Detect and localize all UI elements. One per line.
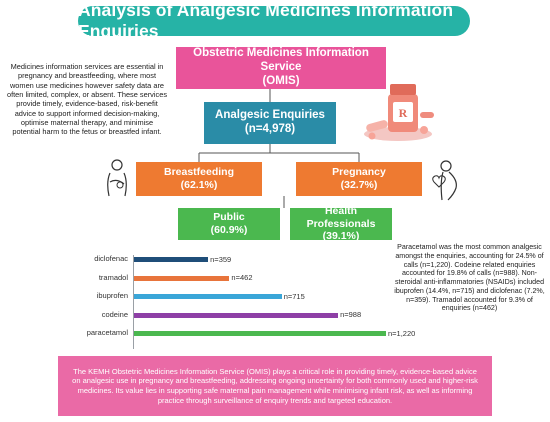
- paracetamol-summary-note: Paracetamol was the most common analgesi…: [394, 243, 545, 313]
- bar-label-codeine: codeine: [101, 309, 128, 319]
- bar-value-codeine: n=988: [340, 310, 362, 319]
- bar-label-tramadol: tramadol: [98, 272, 128, 282]
- bar-value-tramadol: n=462: [231, 273, 253, 282]
- breastfeeding-label: Breastfeeding: [163, 166, 235, 179]
- health-professionals-box: Health Professionals (39.1%): [290, 205, 392, 243]
- bar-value-paracetamol: n=1,220: [388, 328, 416, 338]
- pregnancy-value: (32.7%): [340, 179, 378, 191]
- health-professionals-value: (39.1%): [322, 230, 360, 243]
- bar-ibuprofen: [134, 294, 282, 299]
- bar-paracetamol: [134, 331, 386, 336]
- svg-text:R: R: [399, 106, 408, 120]
- flow-connectors: [198, 89, 360, 208]
- analgesic-enquiries-box: Analgesic Enquiries (n=4,978): [204, 102, 336, 144]
- intro-text: Medicines information services are essen…: [6, 62, 168, 137]
- enquiries-line1: Analgesic Enquiries: [215, 109, 325, 122]
- breastfeeding-box: Breastfeeding (62.1%): [136, 162, 262, 196]
- page-title: Analysis of Analgesic Medicines Informat…: [78, 0, 470, 41]
- public-value: (60.9%): [210, 224, 248, 236]
- bar-label-paracetamol: paracetamol: [86, 328, 128, 337]
- pregnancy-label: Pregnancy: [332, 166, 386, 179]
- health-professionals-label: Health Professionals: [306, 205, 376, 230]
- pregnant-woman-icon: [432, 160, 457, 201]
- public-label: Public: [213, 211, 245, 224]
- omis-line2: (OMIS): [262, 74, 300, 87]
- public-box: Public (60.9%): [178, 208, 280, 240]
- pregnancy-box: Pregnancy (32.7%): [296, 162, 422, 196]
- medicine-bottle-icon: R: [364, 84, 434, 141]
- conclusion-text: The KEMH Obstetric Medicines Information…: [72, 366, 478, 405]
- bar-label-ibuprofen: ibuprofen: [96, 291, 128, 300]
- chart-axis-line: [133, 255, 134, 349]
- omis-box: Obstetric Medicines Information Service …: [176, 47, 386, 89]
- enquiries-line2: (n=4,978): [244, 123, 296, 135]
- breastfeeding-value: (62.1%): [180, 179, 218, 191]
- omis-line1: Obstetric Medicines Information Service: [193, 47, 369, 74]
- bar-value-ibuprofen: n=715: [283, 291, 305, 301]
- conclusion-box: The KEMH Obstetric Medicines Information…: [58, 356, 492, 416]
- breastfeeding-mother-icon: [107, 159, 127, 197]
- bar-tramadol: [134, 275, 230, 281]
- bar-codeine: [134, 312, 339, 318]
